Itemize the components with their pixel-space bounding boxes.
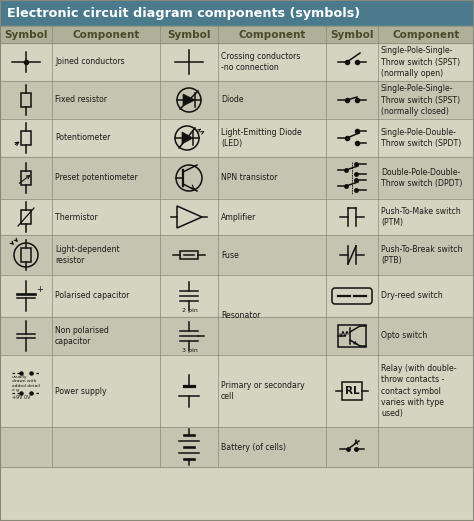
- Bar: [21, 248, 31, 262]
- Text: Fuse: Fuse: [221, 251, 239, 259]
- Bar: [0, 157, 474, 199]
- Text: NPN transistor: NPN transistor: [221, 173, 277, 182]
- Bar: [0, 26, 474, 43]
- Text: 3 pin: 3 pin: [182, 348, 198, 353]
- Bar: [0, 275, 474, 317]
- Text: Diode: Diode: [221, 95, 244, 105]
- Text: Component: Component: [392, 30, 460, 40]
- Text: Component: Component: [238, 30, 306, 40]
- Text: Dry-reed switch: Dry-reed switch: [381, 292, 443, 301]
- Text: Light-dependent
resistor: Light-dependent resistor: [55, 245, 119, 265]
- Bar: [0, 0, 474, 26]
- Polygon shape: [183, 94, 195, 106]
- Text: Symbol: Symbol: [4, 30, 48, 40]
- Text: Light-Emitting Diode
(LED): Light-Emitting Diode (LED): [221, 128, 302, 148]
- Bar: [342, 382, 362, 400]
- Text: Opto switch: Opto switch: [381, 331, 427, 341]
- Text: Amplifier: Amplifier: [221, 213, 256, 221]
- Bar: [180, 251, 198, 259]
- Bar: [0, 235, 474, 275]
- Bar: [0, 81, 474, 119]
- Bar: [0, 199, 474, 235]
- Bar: [0, 119, 474, 157]
- Text: Joined conductors: Joined conductors: [55, 57, 125, 67]
- Text: Symbol: Symbol: [167, 30, 211, 40]
- Bar: [0, 355, 474, 427]
- Bar: [21, 210, 31, 224]
- Text: Preset potentiometer: Preset potentiometer: [55, 173, 138, 182]
- Text: RL: RL: [345, 386, 359, 396]
- Bar: [0, 43, 474, 81]
- Bar: [0, 427, 474, 467]
- Bar: [338, 325, 366, 347]
- Text: Resonator: Resonator: [221, 311, 260, 319]
- Text: 2 pin: 2 pin: [182, 308, 198, 313]
- Text: Electronic circuit diagram components (symbols): Electronic circuit diagram components (s…: [7, 6, 360, 19]
- Text: Relay (with double-
throw contacts -
contact symbol
varies with type
used): Relay (with double- throw contacts - con…: [381, 364, 456, 418]
- Bar: [21, 131, 31, 145]
- Text: Double-Pole-Double-
Throw switch (DPDT): Double-Pole-Double- Throw switch (DPDT): [381, 168, 462, 188]
- Text: Thermistor: Thermistor: [55, 213, 98, 221]
- Text: Fixed resistor: Fixed resistor: [55, 95, 107, 105]
- Text: Component: Component: [73, 30, 140, 40]
- Text: Push-To-Make switch
(PTM): Push-To-Make switch (PTM): [381, 207, 461, 227]
- Text: Single-Pole-Single-
Throw switch (SPST)
(normally closed): Single-Pole-Single- Throw switch (SPST) …: [381, 84, 460, 116]
- Text: Crossing conductors
-no connection: Crossing conductors -no connection: [221, 52, 301, 72]
- Text: Battery (of cells): Battery (of cells): [221, 442, 286, 452]
- Text: Potentiometer: Potentiometer: [55, 133, 110, 143]
- Text: usually
drawn with
added detail
e g: usually drawn with added detail e g: [12, 375, 40, 392]
- Bar: [21, 171, 31, 185]
- Text: Single-Pole-Single-
Throw switch (SPST)
(normally open): Single-Pole-Single- Throw switch (SPST) …: [381, 46, 460, 78]
- Text: +9V 0V: +9V 0V: [12, 395, 30, 400]
- Text: Push-To-Break switch
(PTB): Push-To-Break switch (PTB): [381, 245, 463, 265]
- Text: Non polarised
capacitor: Non polarised capacitor: [55, 326, 109, 346]
- Text: Symbol: Symbol: [330, 30, 374, 40]
- Bar: [21, 93, 31, 107]
- Text: Single-Pole-Double-
Throw switch (SPDT): Single-Pole-Double- Throw switch (SPDT): [381, 128, 461, 148]
- Text: Polarised capacitor: Polarised capacitor: [55, 292, 129, 301]
- Bar: [0, 317, 474, 355]
- Text: Power supply: Power supply: [55, 387, 107, 395]
- Text: Primary or secondary
cell: Primary or secondary cell: [221, 381, 305, 401]
- Text: +: +: [36, 284, 43, 293]
- Polygon shape: [182, 132, 193, 144]
